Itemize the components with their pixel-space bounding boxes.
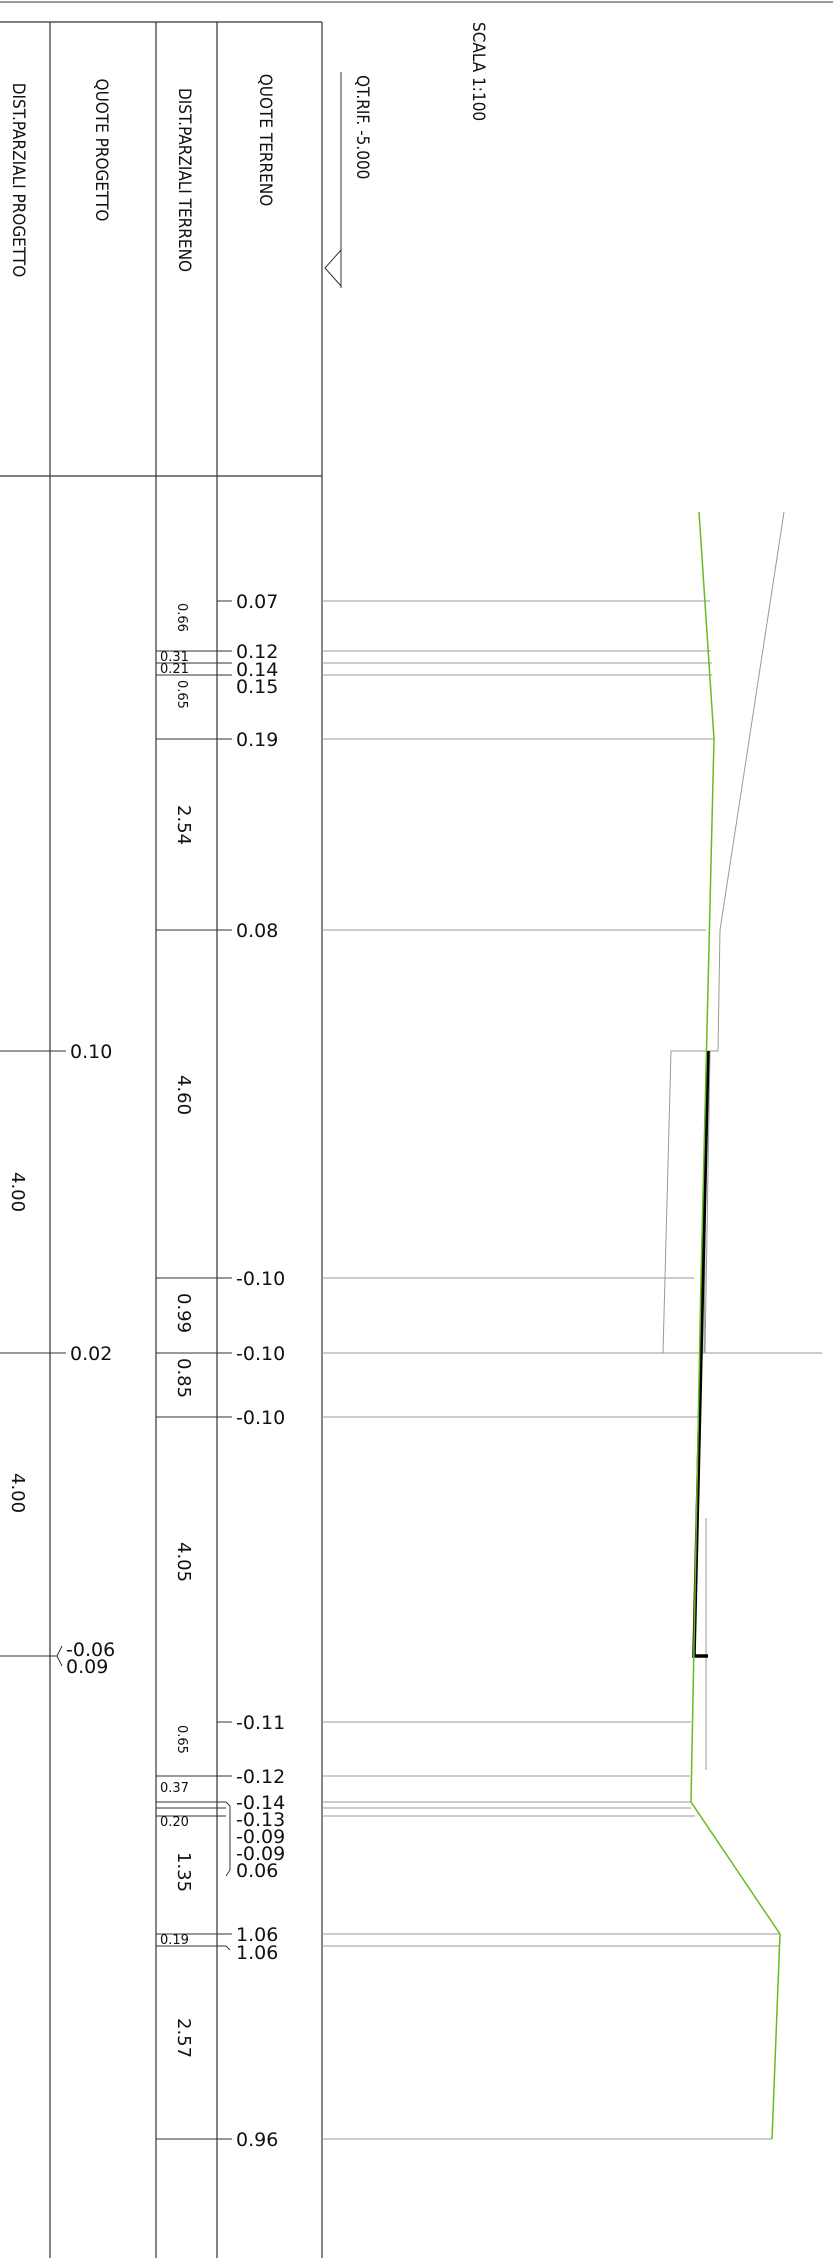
quota-terreno-label: 0.08 [236, 920, 278, 942]
quota-progetto-label: 0.09 [66, 1656, 108, 1678]
dist-terreno-label: 0.66 [174, 603, 189, 632]
dist-terreno-label: 0.31 [160, 650, 189, 665]
quota-terreno-label: -0.10 [236, 1407, 285, 1429]
profile-table-grid [0, 21, 323, 2258]
quote-progetto-column: 0.10 0.02 -0.06 0.09 [0, 1041, 115, 1678]
quota-terreno-label: -0.12 [236, 1766, 285, 1788]
quota-terreno-label: 1.06 [236, 1924, 278, 1946]
scale-label: SCALA 1:100 [468, 22, 488, 121]
quota-progetto-label: 0.02 [70, 1343, 112, 1365]
column-headers: DIST.PARZIALI PROGETTO QUOTE PROGETTO DI… [8, 74, 275, 278]
quota-progetto-label: -0.06 [66, 1639, 115, 1661]
dist-terreno-label: 1.35 [173, 1852, 194, 1892]
quota-terreno-label: -0.09 [236, 1826, 285, 1848]
dist-terreno-label: 0.20 [160, 1815, 189, 1830]
header-quote-terreno: QUOTE TERRENO [255, 74, 275, 207]
header-quote-progetto: QUOTE PROGETTO [91, 79, 111, 222]
dist-progetto-label: 4.00 [7, 1172, 28, 1212]
quota-terreno-label: 1.06 [236, 1942, 278, 1964]
dist-progetto-label: 4.00 [7, 1473, 28, 1513]
quota-terreno-label: -0.10 [236, 1268, 285, 1290]
header-dist-parziali-terreno: DIST.PARZIALI TERRENO [174, 88, 194, 272]
dist-terreno-label: 0.99 [173, 1293, 194, 1333]
quota-terreno-label: 0.06 [236, 1860, 278, 1882]
dist-terreno-label: 4.05 [173, 1542, 194, 1582]
dist-terreno-label: 0.37 [160, 1781, 189, 1796]
terrain-guide-lines [322, 600, 822, 2140]
quota-terreno-label: -0.11 [236, 1712, 285, 1734]
quota-terreno-label: -0.10 [236, 1343, 285, 1365]
reference-level-label: QT.RIF. -5.000 [352, 75, 372, 179]
header-dist-parziali-progetto: DIST.PARZIALI PROGETTO [8, 83, 28, 278]
quota-terreno-label: 0.96 [236, 2129, 278, 2151]
dist-terreno-label: 0.65 [174, 680, 189, 709]
dist-terreno-label: 2.54 [173, 805, 194, 845]
quota-terreno-label: -0.14 [236, 1792, 285, 1814]
terrain-profile-line [690, 511, 781, 2140]
quota-progetto-label: 0.10 [70, 1041, 112, 1063]
quota-terreno-label: 0.15 [236, 676, 278, 698]
quota-terreno-label: -0.09 [236, 1843, 285, 1865]
dist-terreno-label: 0.65 [174, 1725, 189, 1754]
quota-terreno-label: -0.13 [236, 1809, 285, 1831]
dist-terreno-label: 4.60 [173, 1075, 194, 1115]
reference-level-marker: QT.RIF. -5.000 [324, 72, 372, 288]
structure-outline [550, 511, 785, 1770]
dist-terreno-label: 0.85 [173, 1358, 194, 1398]
dist-terreno-label: 0.21 [160, 662, 189, 677]
quota-terreno-label: 0.19 [236, 729, 278, 751]
quota-terreno-label: 0.12 [236, 641, 278, 663]
dist-terreno-column: 0.66 0.31 0.21 0.65 2.54 4.60 0.99 0.85 … [156, 603, 217, 2140]
quote-terreno-column: 0.07 0.12 0.14 0.15 0.19 0.08 -0.10 -0.1… [217, 591, 285, 2151]
dist-progetto-column: 4.00 4.00 [7, 1172, 28, 1513]
dist-terreno-label: 2.57 [173, 2018, 194, 2058]
quota-terreno-label: 0.07 [236, 591, 278, 613]
quota-terreno-label: 0.14 [236, 659, 278, 681]
dist-terreno-label: 0.19 [160, 1933, 189, 1948]
